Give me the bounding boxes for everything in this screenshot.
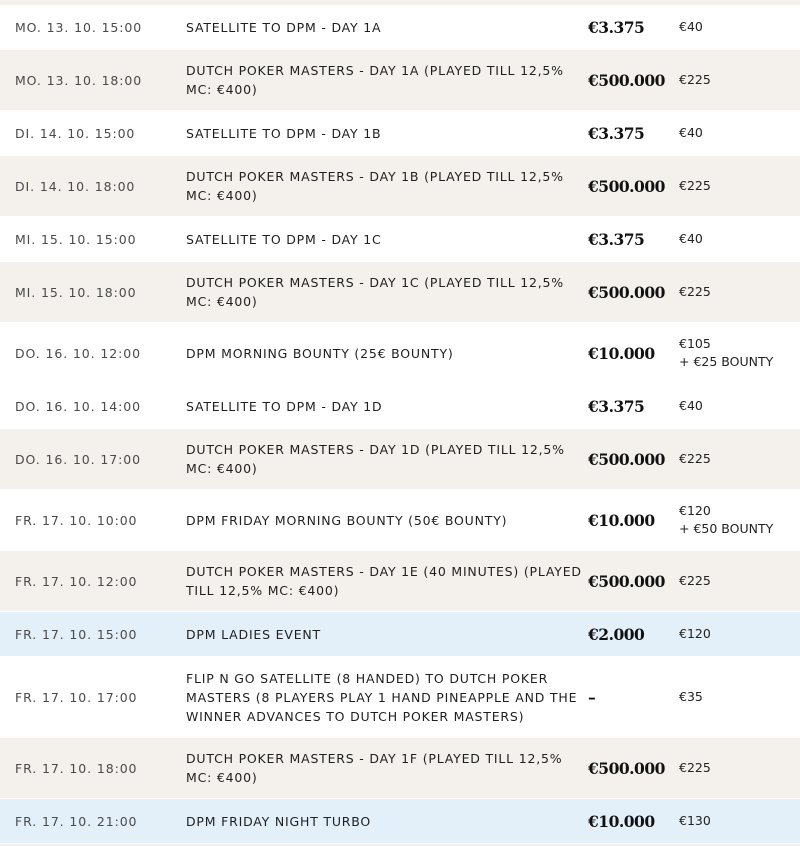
event-date: DI. 14. 10. 18:00 [15,178,136,194]
table-row: FR. 17. 10. 18:00 DUTCH POKER MASTERS - D… [0,738,800,799]
event-buyin: €225 [679,50,711,110]
event-guarantee: €3.375 [588,17,645,37]
event-guarantee: €10.000 [588,510,655,530]
event-buyin: €40 [679,5,703,49]
event-buyin: €130 [679,799,711,843]
event-buyin: €40 [679,217,703,261]
table-bottom-edge [0,844,800,846]
table-row: DO. 16. 10. 12:00 DPM MORNING BOUNTY (25€… [0,323,800,384]
buyin-amount: €40 [679,19,703,34]
table-row: MI. 15. 10. 18:00 DUTCH POKER MASTERS - D… [0,262,800,323]
table-row: MO. 13. 10. 15:00 SATELLITE TO DPM - DAY … [0,5,800,50]
event-guarantee: – [588,687,596,707]
event-guarantee: €500.000 [588,176,665,196]
buyin-amount: €225 [679,178,711,193]
event-guarantee: €500.000 [588,449,665,469]
buyin-amount: €225 [679,451,711,466]
buyin-amount: €40 [679,398,703,413]
event-date: FR. 17. 10. 21:00 [15,813,138,829]
table-row: DI. 14. 10. 15:00 SATELLITE TO DPM - DAY … [0,111,800,156]
buyin-amount: €120 [679,503,711,518]
event-name: SATELLITE TO DPM - DAY 1A [186,19,382,35]
table-row: DI. 14. 10. 18:00 DUTCH POKER MASTERS - D… [0,156,800,217]
buyin-amount: €40 [679,231,703,246]
table-row: FR. 17. 10. 15:00 DPM LADIES EVENT €2.000 €… [0,612,800,657]
event-date: MO. 13. 10. 18:00 [15,72,143,88]
buyin-bounty: + €50 BOUNTY [679,521,774,536]
event-buyin: €225 [679,738,711,798]
table-row: DO. 16. 10. 17:00 DUTCH POKER MASTERS - D… [0,429,800,490]
buyin-amount: €225 [679,284,711,299]
event-name: DPM FRIDAY MORNING BOUNTY (50€ BOUNTY) [186,512,508,528]
event-name: DUTCH POKER MASTERS - DAY 1B (PLAYED TIL… [186,169,564,203]
event-guarantee: €500.000 [588,571,665,591]
event-name: DPM LADIES EVENT [186,626,321,642]
buyin-bounty: + €25 BOUNTY [679,354,774,369]
event-guarantee: €3.375 [588,123,645,143]
event-guarantee: €500.000 [588,70,665,90]
event-date: FR. 17. 10. 18:00 [15,760,138,776]
event-name: DPM MORNING BOUNTY (25€ BOUNTY) [186,345,454,361]
event-date: MO. 13. 10. 15:00 [15,19,143,35]
buyin-amount: €105 [679,336,711,351]
event-name: DUTCH POKER MASTERS - DAY 1D (PLAYED TIL… [186,442,565,476]
event-guarantee: €10.000 [588,343,655,363]
event-guarantee: €10.000 [588,811,655,831]
buyin-amount: €225 [679,72,711,87]
table-row: FR. 17. 10. 12:00 DUTCH POKER MASTERS - D… [0,551,800,612]
buyin-amount: €35 [679,689,703,704]
event-buyin: €120 [679,612,711,656]
event-name: DUTCH POKER MASTERS - DAY 1F (PLAYED TIL… [186,751,563,785]
event-buyin: €225 [679,429,711,489]
event-buyin: €225 [679,156,711,216]
event-guarantee: €2.000 [588,624,645,644]
table-row: DO. 16. 10. 14:00 SATELLITE TO DPM - DAY … [0,384,800,429]
event-date: DO. 16. 10. 17:00 [15,451,141,467]
buyin-amount: €130 [679,813,711,828]
event-buyin: €225 [679,551,711,611]
event-guarantee: €500.000 [588,758,665,778]
event-date: MI. 15. 10. 15:00 [15,231,137,247]
event-date: MI. 15. 10. 18:00 [15,284,137,300]
schedule-table: MO. 13. 10. 15:00 SATELLITE TO DPM - DAY … [0,5,800,844]
event-guarantee: €3.375 [588,396,645,416]
buyin-amount: €225 [679,573,711,588]
table-row: FR. 17. 10. 17:00 FLIP N GO SATELLITE (8 … [0,657,800,738]
table-row: MI. 15. 10. 15:00 SATELLITE TO DPM - DAY … [0,217,800,262]
table-row: MO. 13. 10. 18:00 DUTCH POKER MASTERS - D… [0,50,800,111]
event-name: DPM FRIDAY NIGHT TURBO [186,813,372,829]
event-date: FR. 17. 10. 10:00 [15,512,138,528]
event-name: DUTCH POKER MASTERS - DAY 1A (PLAYED TIL… [186,63,564,97]
table-row: FR. 17. 10. 21:00 DPM FRIDAY NIGHT TURBO €… [0,799,800,844]
event-guarantee: €3.375 [588,229,645,249]
event-date: FR. 17. 10. 17:00 [15,689,138,705]
event-date: FR. 17. 10. 12:00 [15,573,138,589]
table-top-edge [0,0,800,5]
buyin-amount: €40 [679,125,703,140]
event-name: SATELLITE TO DPM - DAY 1D [186,398,383,414]
event-guarantee: €500.000 [588,282,665,302]
table-row: FR. 17. 10. 10:00 DPM FRIDAY MORNING BOUN… [0,490,800,551]
event-buyin: €35 [679,657,703,737]
buyin-amount: €225 [679,760,711,775]
event-buyin: €40 [679,111,703,155]
event-name: SATELLITE TO DPM - DAY 1C [186,231,382,247]
event-buyin: €40 [679,384,703,428]
event-date: DO. 16. 10. 14:00 [15,398,141,414]
event-buyin: €105 + €25 BOUNTY [679,323,773,383]
event-date: DI. 14. 10. 15:00 [15,125,136,141]
buyin-amount: €120 [679,626,711,641]
event-name: DUTCH POKER MASTERS - DAY 1E (40 MINUTES… [186,564,582,598]
event-buyin: €120 + €50 BOUNTY [679,490,773,550]
event-date: FR. 17. 10. 15:00 [15,626,138,642]
event-name: FLIP N GO SATELLITE (8 HANDED) TO DUTCH … [186,670,578,724]
event-date: DO. 16. 10. 12:00 [15,345,141,361]
event-name: DUTCH POKER MASTERS - DAY 1C (PLAYED TIL… [186,275,564,309]
event-buyin: €225 [679,262,711,322]
event-name: SATELLITE TO DPM - DAY 1B [186,125,382,141]
